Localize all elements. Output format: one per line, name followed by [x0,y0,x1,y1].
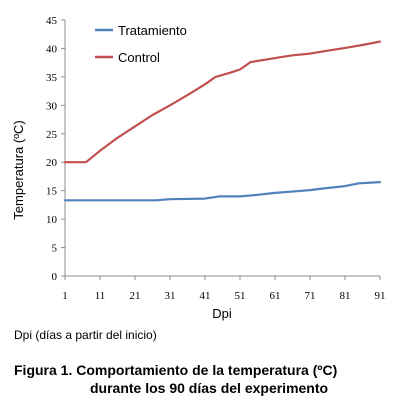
y-axis-ticks: 0 5 10 15 20 25 30 35 40 45 [46,15,65,283]
y-tick-label: 0 [52,271,58,283]
x-axis-title: Dpi [212,306,232,321]
legend-label-tratamiento: Tratamiento [118,23,187,38]
x-tick-label: 61 [270,290,281,302]
x-tick-label: 41 [200,290,211,302]
x-tick-label: 91 [375,290,386,302]
y-tick-label: 25 [46,129,58,141]
chart-series [63,40,382,202]
legend-label-control: Control [118,50,160,65]
y-tick-label: 40 [46,43,58,55]
series-line-control [63,40,382,164]
y-tick-label: 30 [46,100,58,112]
y-tick-label: 20 [46,157,58,169]
x-tick-label: 71 [305,290,316,302]
x-axis-ticks: 1 11 21 31 41 51 61 71 81 91 [62,276,386,302]
x-tick-label: 31 [165,290,176,302]
chart-axes [64,20,380,277]
figure-caption-line-1: Figura 1. Comportamiento de la temperatu… [14,362,338,378]
y-tick-label: 10 [46,214,58,226]
figure-caption-line-2: durante los 90 días del experimento [90,380,329,396]
x-tick-label: 21 [130,290,141,302]
y-tick-label: 35 [46,72,58,84]
series-line-tratamiento [63,181,382,202]
x-tick-label: 1 [62,290,68,302]
figure-caption: Figura 1. Comportamiento de la temperatu… [14,361,337,397]
x-tick-label: 51 [235,290,246,302]
y-tick-label: 15 [46,186,58,198]
y-tick-label: 5 [52,243,58,255]
x-axis-note: Dpi (días a partir del inicio) [14,328,157,342]
y-tick-label: 45 [46,15,58,27]
x-tick-label: 11 [95,290,106,302]
y-axis-title: Temperatura (ºC) [11,120,26,219]
chart-legend: Tratamiento Control [95,23,187,65]
x-tick-label: 81 [340,290,351,302]
